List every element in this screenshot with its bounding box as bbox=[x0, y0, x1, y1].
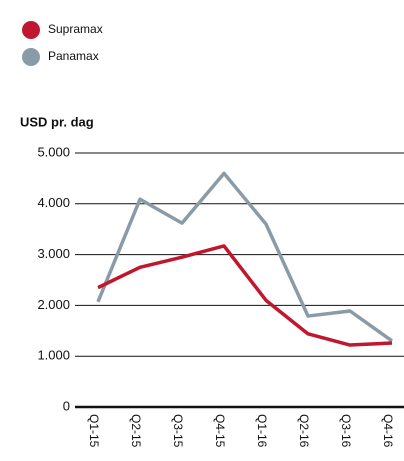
y-tick-label: 4.000 bbox=[37, 195, 70, 210]
series-line bbox=[96, 171, 394, 343]
x-tick-label: Q4-16 bbox=[381, 414, 395, 448]
series-line bbox=[97, 244, 393, 347]
y-axis-label: USD pr. dag bbox=[20, 114, 94, 129]
legend-label: Supramax bbox=[48, 22, 103, 36]
x-tick-label: Q1-15 bbox=[87, 414, 101, 448]
y-tick-label: 0 bbox=[63, 398, 70, 413]
x-tick-label: Q1-16 bbox=[255, 414, 269, 448]
legend-label: Panamax bbox=[48, 49, 99, 63]
legend-swatch bbox=[22, 21, 40, 39]
x-tick-label: Q3-15 bbox=[171, 414, 185, 448]
y-tick-label: 3.000 bbox=[37, 246, 70, 261]
y-tick-label: 5.000 bbox=[37, 144, 70, 159]
y-tick-label: 2.000 bbox=[37, 297, 70, 312]
legend-swatch bbox=[22, 48, 40, 66]
x-tick-label: Q3-16 bbox=[339, 414, 353, 448]
x-tick-label: Q4-15 bbox=[213, 414, 227, 448]
x-tick-label: Q2-15 bbox=[129, 414, 143, 448]
y-tick-label: 1.000 bbox=[37, 348, 70, 363]
x-tick-label: Q2-16 bbox=[297, 414, 311, 448]
